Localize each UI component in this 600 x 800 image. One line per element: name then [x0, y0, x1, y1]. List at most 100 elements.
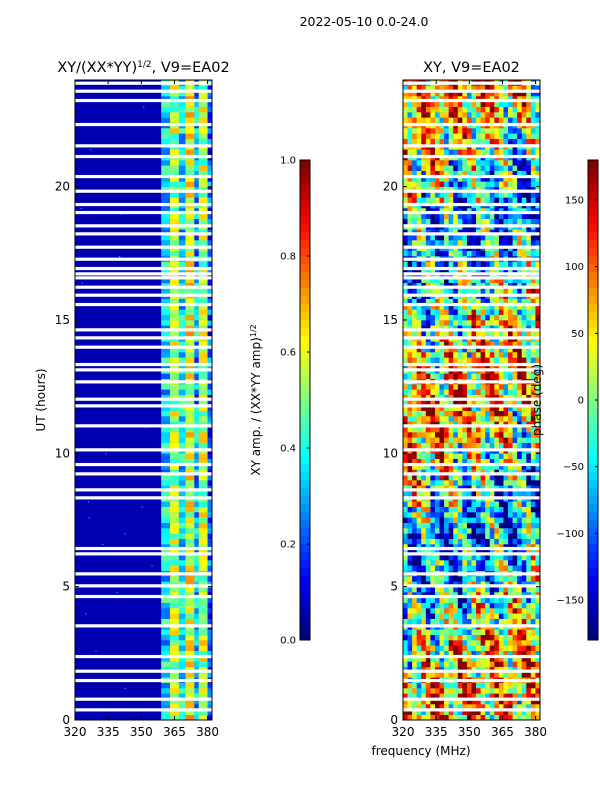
phase-cell — [494, 565, 500, 571]
phase-cell — [448, 341, 454, 347]
phase-cell — [439, 117, 445, 123]
phase-cell — [512, 538, 518, 545]
phase-cell — [517, 453, 523, 459]
phase-cell — [453, 192, 459, 198]
phase-cell — [489, 240, 495, 246]
phase-cell — [530, 85, 536, 91]
phase-cell — [521, 506, 527, 513]
phase-colorbar-segment — [588, 448, 598, 457]
amp-cell — [185, 554, 195, 561]
phase-cell — [416, 176, 422, 182]
phase-cell — [444, 640, 449, 646]
phase-cell — [403, 522, 408, 529]
amp-cell — [161, 373, 171, 379]
phase-cell — [512, 234, 518, 241]
phase-cell — [439, 229, 445, 235]
phase-cell — [503, 560, 509, 566]
phase-cell — [489, 213, 495, 219]
amp-cell — [178, 170, 186, 177]
phase-cell — [421, 528, 427, 534]
phase-cell — [503, 597, 509, 603]
phase-cell — [512, 176, 518, 182]
phase-cell — [535, 618, 540, 625]
phase-cell — [462, 250, 468, 257]
phase-cell — [453, 101, 459, 107]
amp-cell — [207, 522, 212, 529]
phase-cell — [480, 554, 486, 561]
phase-cell — [416, 250, 422, 257]
phase-cell — [485, 650, 491, 657]
phase-cell — [521, 341, 527, 347]
phase-cell — [416, 528, 422, 534]
amp-cell — [185, 288, 195, 294]
amp-colorbar-segment — [300, 344, 310, 353]
amp-cell — [194, 389, 200, 395]
phase-colorbar-segment — [588, 344, 598, 353]
phase-cell — [407, 661, 413, 667]
phase-cell — [535, 544, 540, 550]
phase-cell — [530, 666, 536, 673]
phase-cell — [498, 186, 504, 193]
flagged-row — [75, 122, 212, 127]
amp-cell — [194, 229, 200, 235]
phase-cell — [434, 85, 440, 91]
phase-cell — [430, 96, 436, 102]
phase-cell — [430, 485, 436, 491]
phase-cell — [526, 464, 532, 470]
amp-colorbar-segment — [300, 264, 310, 273]
amp-cell — [178, 608, 186, 614]
amp-colorbar-segment — [300, 192, 310, 201]
phase-cell — [466, 661, 472, 667]
amp-cell — [161, 106, 171, 113]
phase-cell — [416, 394, 422, 401]
phase-cell — [530, 197, 536, 203]
phase-cell — [407, 629, 413, 635]
amp-cell — [198, 160, 208, 166]
amp-cell — [170, 117, 180, 123]
phase-cell — [448, 485, 454, 491]
phase-cell — [453, 629, 459, 635]
phase-cell — [457, 192, 463, 198]
phase-cell — [517, 352, 523, 358]
phase-cell — [521, 352, 527, 358]
phase-cell — [453, 682, 459, 689]
phase-cell — [462, 704, 468, 710]
phase-cell — [448, 357, 454, 363]
amp-cell — [194, 160, 200, 166]
phase-cell — [412, 538, 417, 545]
phase-cell — [485, 165, 491, 171]
phase-cell — [517, 554, 523, 561]
amp-cell — [185, 192, 195, 198]
phase-cell — [403, 480, 408, 486]
amp-cell — [161, 618, 171, 625]
phase-cell — [512, 576, 518, 582]
phase-colorbar-tick-label: 0 — [578, 396, 584, 407]
phase-cell — [535, 394, 540, 401]
phase-cell — [412, 560, 417, 566]
phase-cell — [494, 128, 500, 134]
phase-cell — [512, 277, 518, 283]
phase-cell — [466, 186, 472, 193]
phase-cell — [517, 320, 523, 326]
phase-cell — [453, 112, 459, 118]
amp-colorbar-segment — [300, 352, 310, 361]
flagged-row — [75, 328, 212, 332]
phase-cell — [425, 128, 431, 134]
phase-cell — [434, 560, 440, 566]
phase-ytick-label: 5 — [390, 580, 398, 594]
phase-cell — [412, 634, 417, 641]
amp-cell — [185, 405, 195, 411]
phase-cell — [407, 133, 413, 139]
flagged-row — [75, 678, 212, 683]
phase-cell — [412, 586, 417, 593]
phase-cell — [430, 645, 436, 651]
phase-cell — [530, 437, 536, 443]
amp-colorbar-segment — [300, 208, 310, 217]
amp-cell — [207, 384, 212, 390]
phase-cell — [494, 464, 500, 470]
phase-cell — [535, 469, 540, 475]
phase-cell — [476, 101, 481, 107]
amp-colorbar-segment — [300, 504, 310, 513]
phase-cell — [444, 304, 449, 310]
phase-cell — [462, 106, 468, 113]
